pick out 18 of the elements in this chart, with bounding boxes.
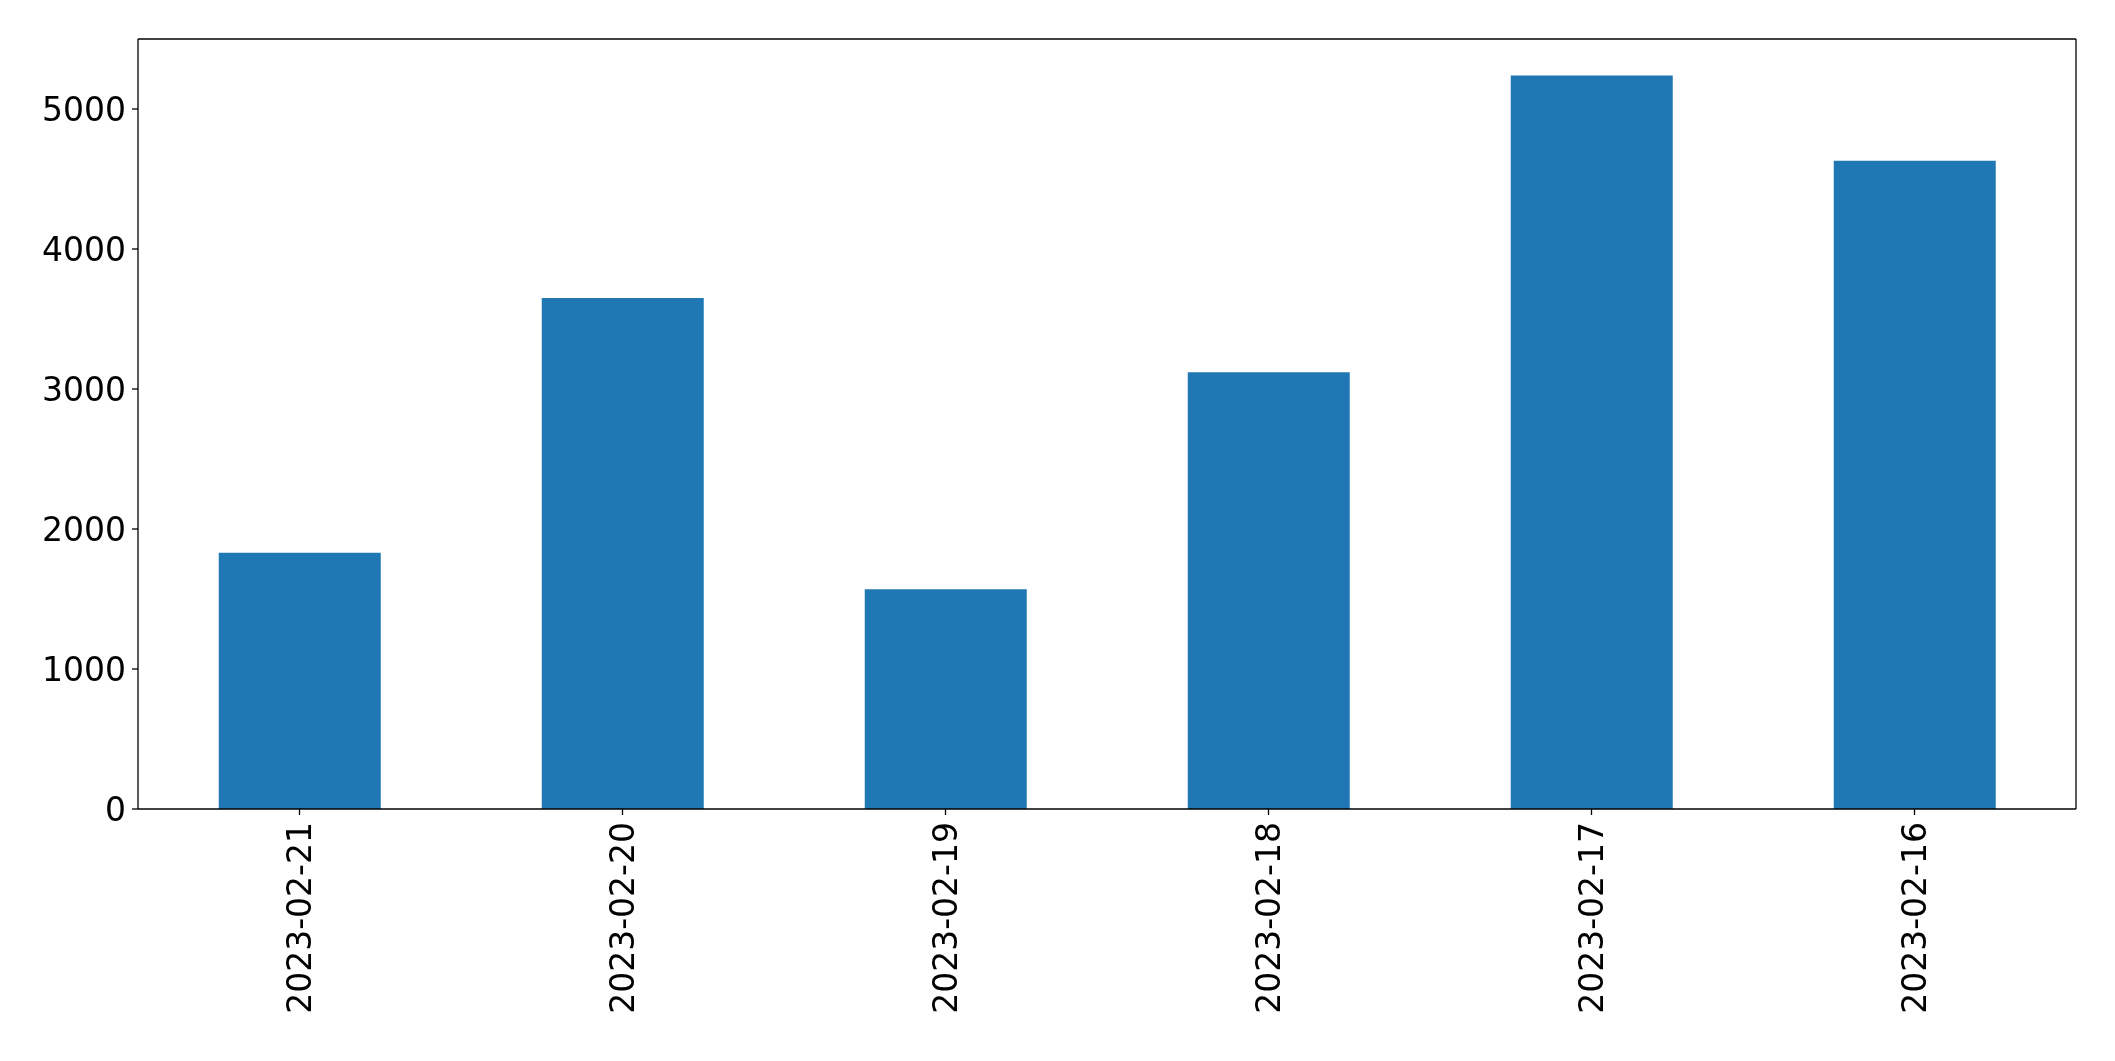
bar: [864, 589, 1027, 809]
y-tick-label: 5000: [42, 89, 126, 129]
x-tick-label: 2023-02-18: [1249, 822, 1289, 1014]
x-tick-label: 2023-02-21: [280, 822, 320, 1014]
y-tick-label: 4000: [42, 229, 126, 269]
y-tick-label: 3000: [42, 369, 126, 409]
x-tick-label: 2023-02-17: [1572, 822, 1612, 1014]
x-tick-label: 2023-02-19: [926, 822, 966, 1014]
bar: [218, 552, 381, 809]
bar: [1510, 75, 1673, 809]
y-tick-label: 1000: [42, 649, 126, 689]
bar: [541, 298, 704, 809]
bar: [1187, 372, 1350, 809]
x-tick-label: 2023-02-20: [603, 822, 643, 1014]
x-tick-label: 2023-02-16: [1895, 822, 1935, 1014]
y-tick-label: 0: [105, 789, 126, 829]
y-tick-label: 2000: [42, 509, 126, 549]
bar: [1833, 160, 1996, 809]
